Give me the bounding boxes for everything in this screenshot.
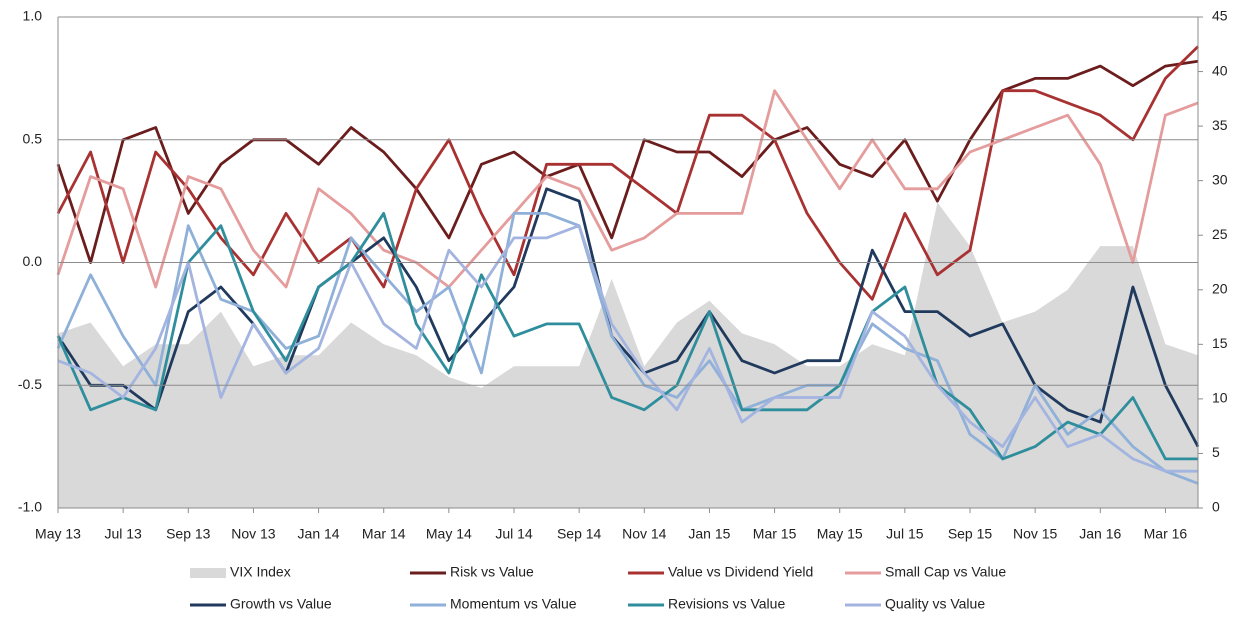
y2-tick-label: 5 <box>1212 444 1220 460</box>
legend-label: Momentum vs Value <box>450 596 577 612</box>
line <box>56 59 1199 264</box>
y2-tick-label: 10 <box>1212 390 1228 406</box>
y-tick-label: -1.0 <box>18 499 42 515</box>
line <box>56 187 1200 448</box>
x-tick-label: Nov 14 <box>622 526 667 542</box>
y2-tick-label: 25 <box>1212 226 1228 242</box>
legend-label: Quality vs Value <box>885 596 985 612</box>
y-tick-label: 0.0 <box>23 253 43 269</box>
y2-tick-label: 40 <box>1212 62 1228 78</box>
legend-label: Small Cap vs Value <box>885 564 1006 580</box>
y2-tick-label: 35 <box>1212 117 1228 133</box>
x-tick-label: Nov 15 <box>1013 526 1058 542</box>
y-tick-label: -0.5 <box>18 376 42 392</box>
y-tick-label: 1.0 <box>23 8 43 24</box>
x-tick-label: Mar 14 <box>362 526 406 542</box>
y2-tick-label: 15 <box>1212 335 1228 351</box>
line <box>56 89 1199 289</box>
x-tick-label: Mar 16 <box>1144 526 1188 542</box>
y2-tick-label: 20 <box>1212 280 1228 296</box>
x-tick-label: May 13 <box>35 526 81 542</box>
y2-tick-label: 45 <box>1212 8 1228 24</box>
x-tick-label: Jan 16 <box>1079 526 1121 542</box>
x-tick-label: Jul 14 <box>495 526 533 542</box>
x-tick-label: Jan 14 <box>298 526 340 542</box>
y2-tick-label: 30 <box>1212 171 1228 187</box>
x-tick-label: May 15 <box>817 526 863 542</box>
x-tick-label: Sep 15 <box>948 526 993 542</box>
x-tick-label: Jul 15 <box>886 526 924 542</box>
x-tick-label: Jan 15 <box>688 526 730 542</box>
line <box>57 224 1198 473</box>
x-tick-label: Mar 15 <box>753 526 797 542</box>
line <box>56 212 1198 461</box>
legend-swatch <box>190 568 226 578</box>
x-tick-label: Nov 13 <box>231 526 276 542</box>
line <box>56 45 1199 301</box>
legend-label: Risk vs Value <box>450 564 534 580</box>
legend-label: Growth vs Value <box>230 596 332 612</box>
line <box>56 212 1199 485</box>
x-tick-label: Sep 14 <box>557 526 602 542</box>
legend-label: VIX Index <box>230 564 291 580</box>
y-tick-label: 0.5 <box>23 130 43 146</box>
legend-label: Revisions vs Value <box>668 596 785 612</box>
x-tick-label: May 14 <box>426 526 472 542</box>
legend-label: Value vs Dividend Yield <box>668 564 813 580</box>
x-tick-label: Sep 13 <box>166 526 211 542</box>
y2-tick-label: 0 <box>1212 499 1220 515</box>
x-tick-label: Jul 13 <box>104 526 142 542</box>
